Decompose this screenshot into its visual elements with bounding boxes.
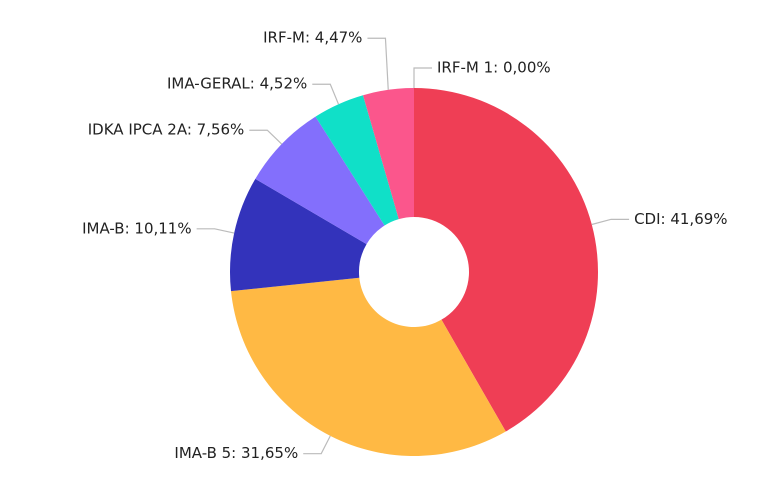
slice-label: IDKA IPCA 2A: 7,56%: [88, 121, 245, 139]
slice-label: IMA-B: 10,11%: [82, 219, 191, 237]
slice-label: IRF-M 1: 0,00%: [437, 59, 551, 77]
leader-line: [413, 67, 432, 88]
slice: [230, 277, 506, 456]
slice: [362, 88, 414, 220]
slice-label: IRF-M: 4,47%: [263, 29, 362, 47]
leader-line: [196, 228, 235, 234]
slice: [230, 178, 367, 292]
slice-label: IMA-GERAL: 4,52%: [167, 75, 307, 93]
leader-line: [249, 129, 283, 145]
slice: [255, 116, 385, 245]
slice: [414, 88, 598, 432]
leader-line: [312, 83, 340, 105]
leader-line: [303, 435, 331, 455]
leader-line: [591, 218, 630, 226]
slice-label: IMA-B 5: 31,65%: [174, 444, 298, 462]
leader-line: [367, 37, 389, 90]
slice: [315, 95, 399, 226]
slice-label: CDI: 41,69%: [634, 210, 727, 228]
